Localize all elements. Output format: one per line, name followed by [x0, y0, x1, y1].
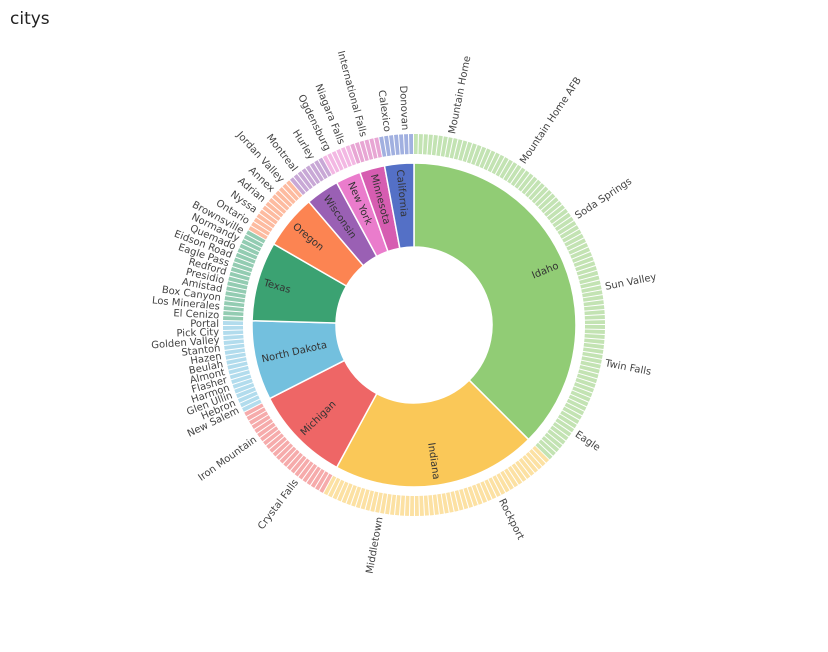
city-label: Sun Valley — [604, 272, 657, 293]
city-ring — [413, 134, 605, 461]
city-label: Calexico — [376, 89, 393, 132]
city-ring — [322, 144, 358, 175]
city-ring — [289, 157, 333, 196]
city-label: Pick City — [176, 327, 219, 340]
city-ring — [322, 445, 550, 516]
state-segment — [383, 162, 415, 250]
city-label: Mountain Home AFB — [518, 75, 584, 166]
city-ring — [350, 137, 384, 164]
city-label: Middletown — [365, 516, 386, 575]
city-ring — [223, 229, 267, 321]
city-label: El Cenizo — [173, 308, 219, 321]
city-label: Iron Mountain — [196, 435, 259, 484]
city-ring — [223, 320, 262, 412]
city-label: Rockport — [496, 497, 526, 542]
city-label: Twin Falls — [603, 358, 652, 378]
city-label: Stanton — [181, 343, 221, 359]
state-segment — [335, 379, 530, 488]
city-label: Golden Valley — [151, 335, 220, 351]
city-ring — [379, 134, 415, 157]
city-label: Mountain Home — [447, 55, 473, 135]
city-label: Eagle — [573, 429, 602, 454]
city-ring — [243, 402, 333, 493]
state-segment — [413, 162, 577, 441]
state-label: Indiana — [425, 442, 441, 480]
chart-title: citys — [10, 9, 50, 29]
city-label: Hazen — [190, 351, 223, 367]
city-ring — [248, 179, 304, 240]
city-label: Soda Springs — [573, 176, 634, 222]
city-label: Crystal Falls — [256, 477, 301, 531]
city-label: Hurley — [290, 128, 317, 162]
city-label: Portal — [190, 319, 219, 330]
city-label: Donovan — [397, 85, 410, 130]
state-label: California — [394, 169, 409, 217]
